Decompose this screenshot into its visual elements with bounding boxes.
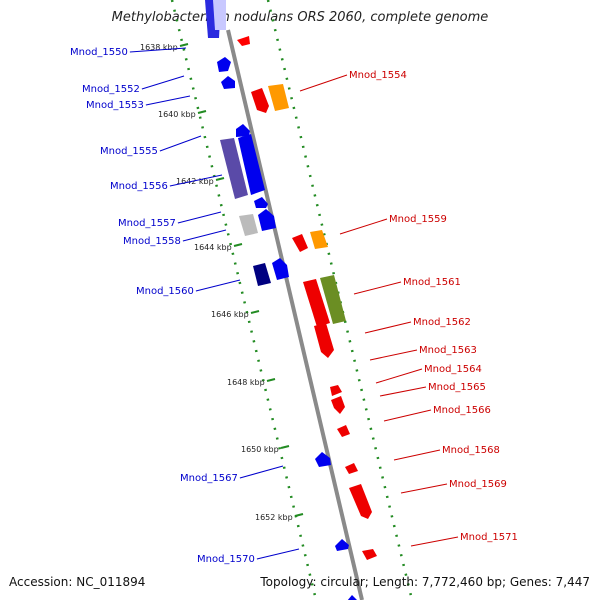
kbp-tick: [266, 378, 276, 382]
gene-glyph[interactable]: [217, 57, 231, 72]
gene-glyph[interactable]: [258, 209, 276, 231]
gene-label[interactable]: Mnod_1565: [428, 382, 486, 393]
gene-leader: [364, 321, 412, 334]
gene-glyph[interactable]: [236, 124, 250, 137]
gene-glyph[interactable]: [253, 263, 271, 286]
gene-leader: [369, 349, 418, 361]
gene-leader: [195, 279, 241, 292]
kbp-label: 1638 kbp: [140, 43, 178, 52]
gene-glyph[interactable]: [320, 275, 346, 324]
gene-glyph[interactable]: [345, 463, 358, 474]
gene-leader: [182, 229, 227, 242]
gene-glyph[interactable]: [315, 452, 331, 467]
gene-glyph[interactable]: [251, 88, 269, 113]
gene-leader: [299, 74, 348, 92]
gene-leader: [393, 449, 441, 461]
gene-label[interactable]: Mnod_1558: [123, 236, 181, 247]
gene-glyph[interactable]: [310, 230, 328, 249]
gene-label[interactable]: Mnod_1555: [100, 146, 158, 157]
gene-glyph[interactable]: [337, 425, 350, 437]
gene-label[interactable]: Mnod_1554: [349, 70, 407, 81]
gene-label[interactable]: Mnod_1550: [70, 47, 128, 58]
gene-glyph[interactable]: [330, 385, 342, 396]
kbp-tick: [215, 177, 225, 181]
gene-glyph[interactable]: [303, 279, 330, 327]
gene-leader: [239, 465, 284, 479]
gene-glyph[interactable]: [362, 549, 377, 560]
gene-leader: [159, 135, 202, 152]
kbp-label: 1644 kbp: [194, 243, 232, 252]
gene-label[interactable]: Mnod_1566: [433, 405, 491, 416]
right-gene-labels: Mnod_1554 Mnod_1559 Mnod_1561 Mnod_1562 Mnod…: [299, 70, 518, 547]
gene-label[interactable]: Mnod_1553: [86, 100, 144, 111]
gene-leader: [169, 174, 223, 187]
gene-leader: [177, 211, 222, 224]
gene-glyph[interactable]: [347, 595, 357, 600]
gene-label[interactable]: Mnod_1561: [403, 277, 461, 288]
gene-label[interactable]: Mnod_1569: [449, 479, 507, 490]
gene-label[interactable]: Mnod_1564: [424, 364, 482, 375]
gene-leader: [129, 47, 187, 53]
kbp-tick: [280, 445, 290, 449]
gene-label[interactable]: Mnod_1557: [118, 218, 176, 229]
kbp-label: 1646 kbp: [211, 310, 249, 319]
gene-leader: [256, 548, 300, 560]
gene-glyphs: [205, 0, 377, 600]
kbp-label: 1652 kbp: [255, 513, 293, 522]
topology-label: Topology: circular; Length: 7,772,460 bp…: [260, 575, 590, 589]
gene-leader: [410, 536, 459, 547]
gene-label[interactable]: Mnod_1560: [136, 286, 194, 297]
gene-glyph[interactable]: [220, 138, 248, 199]
gene-glyph[interactable]: [349, 484, 372, 519]
gene-glyph[interactable]: [292, 234, 308, 252]
gene-glyph[interactable]: [268, 84, 289, 111]
gene-leader: [353, 281, 402, 295]
genome-backbone: [226, 29, 364, 600]
gene-glyph[interactable]: [331, 396, 345, 414]
map-title: Methylobacterium nodulans ORS 2060, comp…: [111, 10, 489, 25]
gene-label[interactable]: Mnod_1562: [413, 317, 471, 328]
gene-glyph[interactable]: [239, 214, 258, 236]
kbp-scale: 1638 kbp 1640 kbp 1642 kbp 1644 kbp 1646 kbp…: [140, 43, 304, 522]
gene-label[interactable]: Mnod_1556: [110, 181, 168, 192]
gene-leader: [383, 409, 432, 422]
kbp-tick: [250, 310, 260, 314]
gene-label[interactable]: Mnod_1568: [442, 445, 500, 456]
accession-label: Accession: NC_011894: [9, 575, 146, 589]
gene-glyph[interactable]: [272, 258, 289, 280]
gene-glyph[interactable]: [213, 0, 226, 30]
gene-glyph[interactable]: [335, 539, 349, 551]
kbp-label: 1650 kbp: [241, 445, 279, 454]
gene-leader: [375, 368, 423, 384]
gene-glyph[interactable]: [237, 36, 250, 46]
gene-label[interactable]: Mnod_1567: [180, 473, 238, 484]
gene-glyph[interactable]: [314, 323, 334, 358]
gene-label[interactable]: Mnod_1571: [460, 532, 518, 543]
gene-leader: [400, 483, 448, 494]
gene-leader: [339, 218, 388, 235]
gene-glyph[interactable]: [254, 197, 268, 208]
gene-leader: [379, 386, 427, 397]
left-gene-labels: Mnod_1550 Mnod_1552 Mnod_1553 Mnod_1555 Mnod…: [70, 47, 300, 565]
kbp-tick: [179, 43, 189, 47]
kbp-label: 1640 kbp: [158, 110, 196, 119]
gene-label[interactable]: Mnod_1563: [419, 345, 477, 356]
kbp-tick: [233, 243, 243, 247]
gene-label[interactable]: Mnod_1559: [389, 214, 447, 225]
kbp-tick: [197, 110, 207, 114]
gene-glyph[interactable]: [238, 134, 265, 195]
kbp-label: 1648 kbp: [227, 378, 265, 387]
gene-leader: [141, 75, 185, 90]
gene-label[interactable]: Mnod_1552: [82, 84, 140, 95]
kbp-tick: [294, 513, 304, 517]
gene-glyph[interactable]: [221, 76, 235, 89]
kbp-label: 1642 kbp: [176, 177, 214, 186]
gene-leader: [145, 95, 191, 106]
gene-label[interactable]: Mnod_1570: [197, 554, 255, 565]
